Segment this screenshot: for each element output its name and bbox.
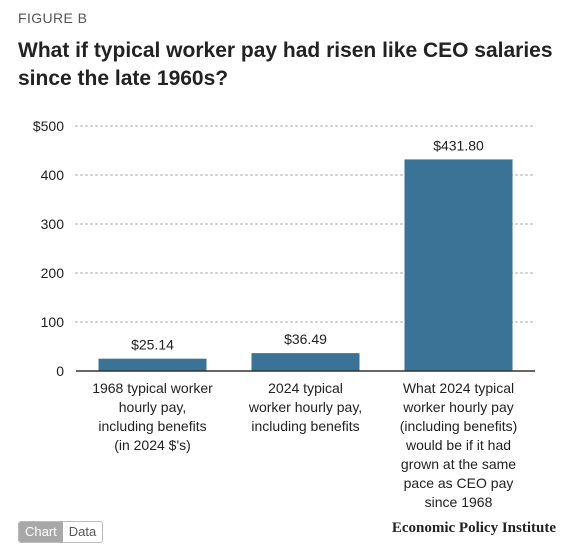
- x-tick-label-line: worker hourly pay: [403, 399, 514, 415]
- y-tick-label: 400: [41, 167, 65, 183]
- y-tick-label: 0: [56, 363, 64, 379]
- y-tick-label: 300: [41, 216, 65, 232]
- x-tick-label: 2024 typical worker hourly pay, including …: [235, 379, 377, 436]
- y-tick-label: 200: [41, 265, 65, 281]
- data-label: $25.14: [131, 337, 174, 353]
- x-tick-label: 1968 typical worker hourly pay, including …: [82, 379, 224, 455]
- y-axis-ticks: 0 100 200 300 400 $500: [33, 118, 64, 379]
- source-credit: Economic Policy Institute: [391, 520, 556, 536]
- x-tick-label-line: pace as CEO pay: [403, 475, 514, 491]
- x-tick-label-line: grown at the same: [400, 456, 517, 472]
- x-tick-label-line: since 1968: [424, 494, 493, 510]
- x-tick-label-line: What 2024 typical: [402, 380, 515, 396]
- data-label: $36.49: [284, 331, 327, 347]
- x-tick-label-line: 1968 typical worker: [92, 380, 213, 396]
- x-tick-label-line: hourly pay,: [118, 399, 187, 415]
- x-tick-label: What 2024 typical worker hourly pay (inclu…: [388, 379, 530, 512]
- data-tab[interactable]: Data: [62, 522, 103, 542]
- bar: [98, 358, 207, 371]
- bar: [251, 353, 360, 371]
- gridlines: [75, 125, 536, 323]
- x-tick-label-line: (including benefits): [399, 418, 518, 434]
- x-tick-label-line: (in 2024 $'s): [114, 437, 191, 453]
- figure-label: FIGURE B: [18, 10, 88, 26]
- data-label: $431.80: [433, 137, 484, 153]
- x-tick-label-line: 2024 typical: [268, 380, 343, 396]
- x-tick-label-line: would be if it had: [405, 437, 512, 453]
- bar: [404, 159, 513, 371]
- y-tick-label: $500: [33, 118, 64, 134]
- chart-tab[interactable]: Chart: [19, 522, 63, 542]
- x-tick-label-line: including benefits: [98, 418, 207, 434]
- chart-title: What if typical worker pay had risen lik…: [18, 39, 553, 90]
- x-tick-label-line: worker hourly pay,: [248, 399, 363, 415]
- x-tick-label-line: including benefits: [251, 418, 360, 434]
- view-toggle[interactable]: Chart Data: [18, 521, 104, 543]
- bars: [98, 159, 513, 371]
- data-labels: $25.14 $36.49 $431.80: [131, 137, 484, 352]
- y-tick-label: 100: [41, 314, 65, 330]
